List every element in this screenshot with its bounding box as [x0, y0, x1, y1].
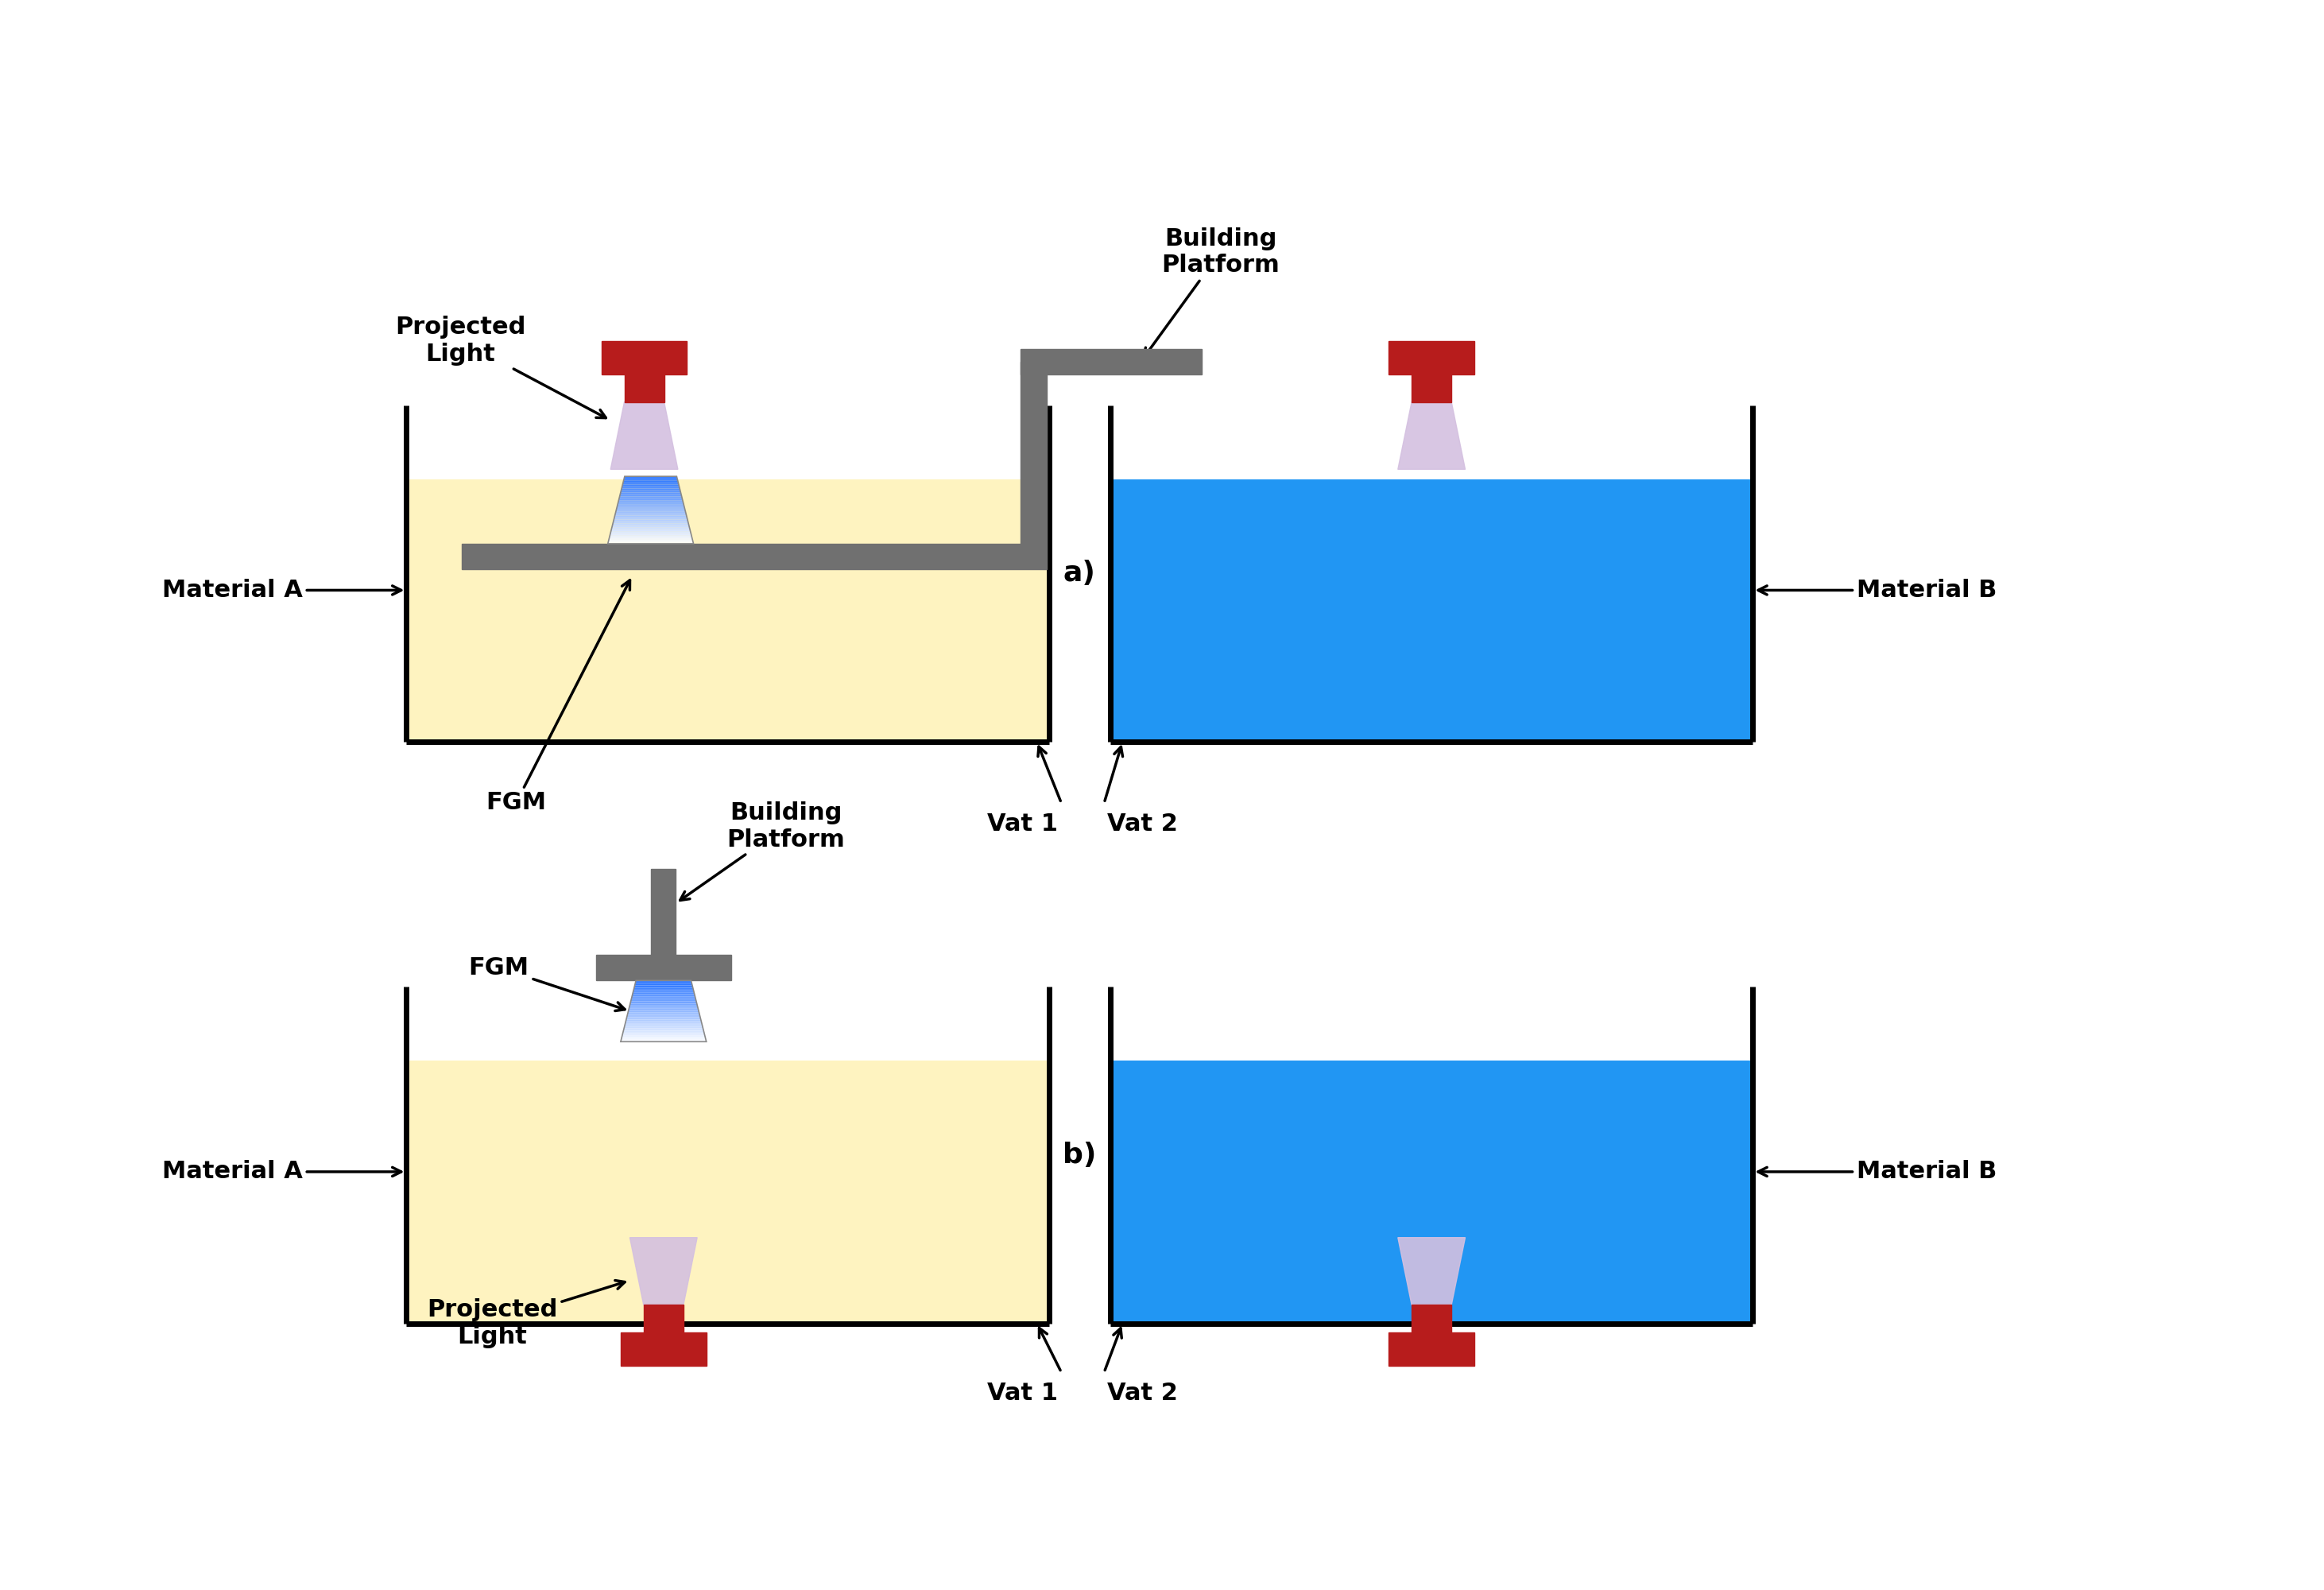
Bar — [621, 1332, 706, 1366]
Bar — [1390, 1332, 1473, 1366]
Text: Material A: Material A — [163, 1161, 402, 1183]
Bar — [407, 1061, 1048, 1323]
Bar — [462, 544, 1046, 569]
Bar — [407, 479, 1048, 741]
Text: Vat 1: Vat 1 — [988, 812, 1057, 835]
Bar — [1020, 348, 1202, 374]
Text: Vat 1: Vat 1 — [988, 1382, 1057, 1404]
Text: b): b) — [1062, 1142, 1097, 1169]
Polygon shape — [630, 1237, 697, 1305]
Text: Projected
Light: Projected Light — [395, 316, 607, 418]
Text: Vat 2: Vat 2 — [1106, 812, 1178, 835]
Bar — [625, 374, 665, 402]
Text: a): a) — [1064, 560, 1097, 587]
Text: Material B: Material B — [1759, 579, 1996, 601]
Bar — [651, 870, 676, 954]
Polygon shape — [1399, 402, 1464, 469]
Bar — [1390, 340, 1473, 374]
Bar — [1411, 374, 1452, 402]
Polygon shape — [1399, 1237, 1464, 1305]
Text: Projected
Light: Projected Light — [428, 1280, 625, 1348]
Bar — [1020, 361, 1046, 544]
Text: FGM: FGM — [486, 580, 630, 814]
Bar — [602, 340, 688, 374]
Text: FGM: FGM — [469, 956, 625, 1011]
Bar — [1411, 1305, 1452, 1332]
Text: Material B: Material B — [1759, 1161, 1996, 1183]
Bar — [1111, 1061, 1752, 1323]
Text: Vat 2: Vat 2 — [1106, 1382, 1178, 1404]
Text: Building
Platform: Building Platform — [1143, 227, 1281, 358]
Polygon shape — [611, 402, 679, 469]
Bar — [1111, 479, 1752, 741]
Bar — [644, 1305, 683, 1332]
Bar — [597, 954, 730, 981]
Text: Material A: Material A — [163, 579, 402, 601]
Text: Building
Platform: Building Platform — [681, 801, 846, 900]
